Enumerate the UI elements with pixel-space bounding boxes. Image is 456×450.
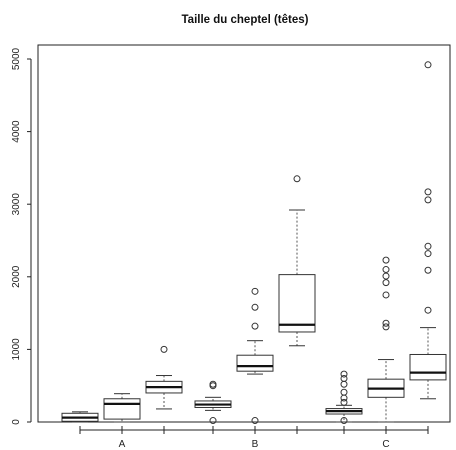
y-axis: 0 1000 2000 3000 4000 5000 bbox=[11, 47, 31, 425]
box-b-3 bbox=[278, 175, 316, 347]
y-tick-label: 5000 bbox=[11, 47, 22, 70]
outlier-point bbox=[382, 323, 390, 331]
x-axis: A B C bbox=[79, 426, 429, 450]
outlier-point bbox=[251, 417, 259, 425]
x-tick-label-a: A bbox=[119, 439, 126, 450]
outlier-point bbox=[251, 322, 259, 330]
iqr-box bbox=[278, 274, 316, 333]
y-tick-label: 2000 bbox=[11, 265, 22, 288]
box-c-2 bbox=[367, 256, 405, 423]
outlier-point bbox=[209, 417, 217, 425]
outlier-point bbox=[340, 380, 348, 388]
outlier-point bbox=[424, 196, 432, 204]
outlier-point bbox=[340, 394, 348, 402]
outlier-point bbox=[424, 242, 432, 250]
outlier-point bbox=[382, 266, 390, 274]
outlier-point bbox=[382, 272, 390, 280]
iqr-box bbox=[409, 353, 447, 381]
outlier-point bbox=[251, 287, 259, 295]
y-tick-label: 1000 bbox=[11, 338, 22, 361]
x-tick-label-b: B bbox=[252, 439, 259, 450]
box-b-2 bbox=[236, 287, 274, 425]
outlier-point bbox=[340, 388, 348, 396]
outlier-point bbox=[340, 374, 348, 382]
x-tick-label-c: C bbox=[382, 439, 389, 450]
outlier-point bbox=[424, 61, 432, 69]
box-a-1 bbox=[61, 411, 99, 423]
iqr-box bbox=[236, 354, 274, 372]
outlier-point bbox=[382, 256, 390, 264]
outlier-point bbox=[160, 345, 168, 353]
outlier-point bbox=[424, 266, 432, 274]
boxes-layer bbox=[61, 61, 447, 425]
box-b-1 bbox=[194, 380, 232, 425]
outlier-point bbox=[209, 380, 217, 388]
outlier-point bbox=[382, 291, 390, 299]
outlier-point bbox=[293, 175, 301, 183]
outlier-point bbox=[382, 279, 390, 287]
outlier-point bbox=[424, 188, 432, 196]
box-c-1 bbox=[325, 370, 363, 425]
y-tick-label: 4000 bbox=[11, 120, 22, 143]
outlier-point bbox=[382, 319, 390, 327]
outlier-point bbox=[424, 250, 432, 258]
outlier-point bbox=[424, 306, 432, 314]
iqr-box bbox=[103, 398, 141, 420]
y-tick-label: 3000 bbox=[11, 193, 22, 216]
box-a-2 bbox=[103, 393, 141, 423]
outlier-point bbox=[340, 370, 348, 378]
box-c-3 bbox=[409, 61, 447, 400]
y-tick-label: 0 bbox=[11, 419, 22, 425]
outlier-point bbox=[340, 417, 348, 425]
outlier-point bbox=[251, 303, 259, 311]
plot-frame bbox=[37, 44, 451, 423]
box-a-3 bbox=[145, 345, 183, 410]
outlier-point bbox=[340, 398, 348, 406]
chart-title: Taille du cheptel (têtes) bbox=[182, 14, 309, 26]
